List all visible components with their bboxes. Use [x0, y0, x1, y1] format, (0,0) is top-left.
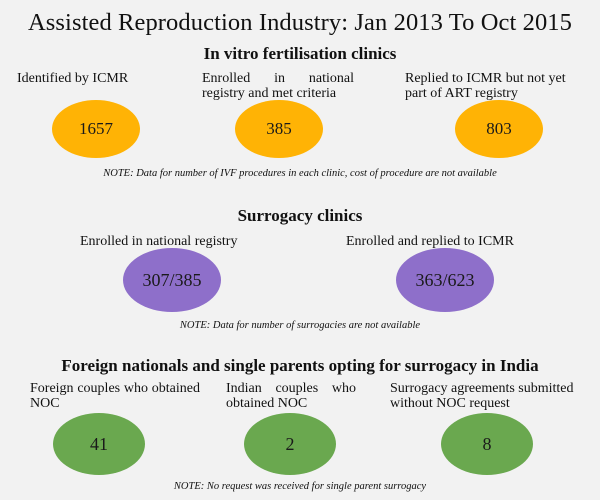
surrogacy-enrolled-bubble: 307/385: [123, 248, 221, 312]
surrogacy-label-enrolled: Enrolled in national registry: [80, 234, 238, 249]
foreign-label-indian-couples: Indian couples who obtained NOC: [226, 381, 356, 411]
ivf-label-identified: Identified by ICMR: [17, 71, 129, 86]
ivf-note: NOTE: Data for number of IVF procedures …: [103, 168, 497, 179]
ivf-label-enrolled: Enrolled in national registry and met cr…: [202, 71, 354, 101]
ivf-section-heading: In vitro fertilisation clinics: [203, 44, 397, 63]
indian-couples-bubble: 2: [244, 413, 336, 475]
ivf-identified-bubble: 1657: [52, 100, 140, 158]
surrogacy-label-replied: Enrolled and replied to ICMR: [346, 234, 514, 249]
page-title: Assisted Reproduction Industry: Jan 2013…: [27, 9, 573, 36]
ivf-label-replied: Replied to ICMR but not yet part of ART …: [405, 71, 566, 101]
ivf-replied-bubble: 803: [455, 100, 543, 158]
foreign-label-agreements: Surrogacy agreements submitted without N…: [390, 381, 574, 411]
foreign-note: NOTE: No request was received for single…: [173, 481, 427, 492]
surrogacy-section-heading: Surrogacy clinics: [237, 206, 363, 225]
ivf-enrolled-bubble: 385: [235, 100, 323, 158]
foreign-section-heading: Foreign nationals and single parents opt…: [61, 356, 539, 375]
foreign-couples-bubble: 41: [53, 413, 145, 475]
agreements-bubble: 8: [441, 413, 533, 475]
surrogacy-note: NOTE: Data for number of surrogacies are…: [179, 320, 421, 331]
foreign-label-foreign-couples: Foreign couples who obtained NOC: [30, 381, 200, 411]
surrogacy-replied-bubble: 363/623: [396, 248, 494, 312]
